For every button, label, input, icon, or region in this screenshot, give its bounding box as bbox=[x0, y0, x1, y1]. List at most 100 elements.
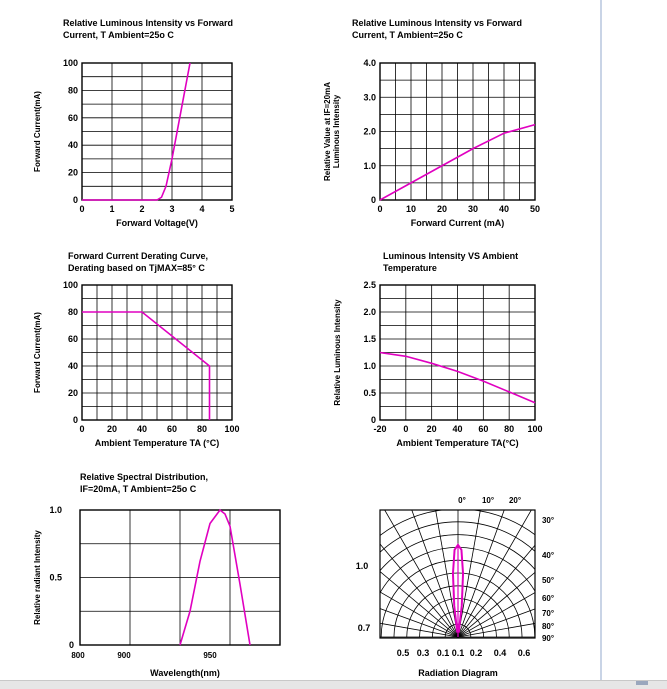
chart-title-line: Luminous Intensity VS Ambient bbox=[383, 251, 518, 261]
x-axis-label: Wavelength(nm) bbox=[150, 668, 220, 678]
angle-label: 70° bbox=[542, 609, 554, 618]
y-tick-label: 60 bbox=[68, 113, 78, 123]
y-tick-label: 0.5 bbox=[49, 573, 62, 583]
y-axis-label: Luminous Intensity bbox=[332, 94, 341, 168]
angle-label: 80° bbox=[542, 622, 554, 631]
x-tick-label: 20 bbox=[437, 204, 447, 214]
x-axis-label: Ambient Temperature TA(°C) bbox=[396, 438, 518, 448]
y-axis-label: Relative Value at IF=20mA bbox=[323, 82, 332, 181]
chart-title-line: Relative Luminous Intensity vs Forward bbox=[63, 18, 233, 28]
series-line bbox=[379, 123, 536, 201]
y-tick-label: 40 bbox=[68, 361, 78, 371]
angle-label: 90° bbox=[542, 634, 554, 643]
polar-spoke bbox=[457, 544, 535, 638]
angle-label: 0° bbox=[458, 496, 466, 505]
y-tick-label: 2.0 bbox=[363, 307, 376, 317]
chart-c5 bbox=[79, 508, 281, 646]
plot-frame bbox=[81, 284, 233, 421]
polar-spoke bbox=[380, 622, 459, 638]
x-tick-label: 10 bbox=[406, 204, 416, 214]
y-tick-label: 3.0 bbox=[363, 92, 376, 102]
polar-spoke bbox=[384, 510, 459, 638]
y-tick-label: 0 bbox=[69, 640, 74, 650]
chart-c4 bbox=[379, 284, 536, 421]
x-tick-label: 80 bbox=[504, 424, 514, 434]
y-tick-label: 80 bbox=[68, 85, 78, 95]
y-tick-label: 20 bbox=[68, 168, 78, 178]
chart-title-line: Temperature bbox=[383, 263, 437, 273]
y-tick-label: 60 bbox=[68, 334, 78, 344]
chart-title-line: Derating based on TjMAX=85° C bbox=[68, 263, 205, 273]
x-tick-label: 900 bbox=[117, 651, 131, 660]
y-tick-label: 0 bbox=[73, 415, 78, 425]
y-tick-label: 4.0 bbox=[363, 58, 376, 68]
radial-scale-label: 0.1 bbox=[437, 648, 450, 658]
x-tick-label: 950 bbox=[203, 651, 217, 660]
x-tick-label: 0 bbox=[403, 424, 408, 434]
x-tick-label: 20 bbox=[427, 424, 437, 434]
plot-frame bbox=[379, 62, 536, 201]
angle-label: 30° bbox=[542, 516, 554, 525]
x-tick-label: 50 bbox=[530, 204, 540, 214]
y-tick-label: 100 bbox=[63, 280, 78, 290]
polar-spoke bbox=[380, 591, 459, 638]
x-tick-label: 40 bbox=[499, 204, 509, 214]
chart-c1 bbox=[81, 62, 233, 201]
polar-frame bbox=[379, 509, 536, 639]
radial-label: 0.7 bbox=[358, 623, 371, 633]
radial-scale-label: 0.4 bbox=[494, 648, 507, 658]
polar-spoke bbox=[435, 510, 459, 638]
y-tick-label: 1.0 bbox=[363, 361, 376, 371]
x-tick-label: 2 bbox=[139, 204, 144, 214]
y-tick-label: 0.5 bbox=[363, 388, 376, 398]
series-line bbox=[179, 508, 251, 646]
x-tick-label: 100 bbox=[224, 424, 239, 434]
polar-spoke bbox=[457, 510, 481, 638]
x-tick-label: 60 bbox=[478, 424, 488, 434]
y-tick-label: 100 bbox=[63, 58, 78, 68]
series-line bbox=[82, 62, 191, 201]
chart-title-line: Current, T Ambient=25o C bbox=[63, 30, 174, 40]
y-tick-label: 0 bbox=[371, 415, 376, 425]
radial-scale-label: 0.1 bbox=[452, 648, 465, 658]
x-tick-label: 30 bbox=[468, 204, 478, 214]
x-axis-label: Radiation Diagram bbox=[418, 668, 498, 678]
angle-label: 60° bbox=[542, 594, 554, 603]
chart-c6 bbox=[379, 509, 536, 639]
x-tick-label: -20 bbox=[373, 424, 386, 434]
x-axis-label: Ambient Temperature TA (°C) bbox=[95, 438, 219, 448]
polar-spoke bbox=[457, 510, 532, 638]
chart-title-line: Forward Current Derating Curve, bbox=[68, 251, 208, 261]
polar-spoke bbox=[380, 571, 459, 638]
polar-spoke bbox=[380, 608, 459, 638]
scroll-thumb[interactable] bbox=[636, 681, 648, 685]
page-border bbox=[600, 0, 602, 680]
x-tick-label: 800 bbox=[71, 651, 85, 660]
chart-c2 bbox=[379, 62, 536, 201]
x-axis-label: Forward Current (mA) bbox=[411, 218, 505, 228]
y-tick-label: 80 bbox=[68, 307, 78, 317]
y-tick-label: 1.0 bbox=[363, 161, 376, 171]
y-axis-label: Relative radiant Intensity bbox=[33, 530, 42, 625]
x-tick-label: 0 bbox=[79, 204, 84, 214]
y-tick-label: 2.5 bbox=[363, 280, 376, 290]
x-tick-label: 4 bbox=[199, 204, 204, 214]
y-axis-label: Relative Luminous Intensity bbox=[333, 299, 342, 406]
y-tick-label: 20 bbox=[68, 388, 78, 398]
chart-title-line: Relative Luminous Intensity vs Forward bbox=[352, 18, 522, 28]
radial-scale-label: 0.6 bbox=[518, 648, 531, 658]
y-tick-label: 0 bbox=[371, 195, 376, 205]
datasheet-page bbox=[0, 0, 600, 680]
x-axis-label: Forward Voltage(V) bbox=[116, 218, 198, 228]
angle-label: 10° bbox=[482, 496, 494, 505]
x-tick-label: 20 bbox=[107, 424, 117, 434]
polar-spoke bbox=[457, 592, 535, 638]
y-tick-label: 2.0 bbox=[363, 127, 376, 137]
series-line bbox=[379, 351, 536, 404]
y-tick-label: 40 bbox=[68, 140, 78, 150]
radial-label: 1.0 bbox=[356, 561, 369, 571]
x-tick-label: 80 bbox=[197, 424, 207, 434]
polar-spoke bbox=[457, 623, 535, 638]
horizontal-scrollbar[interactable] bbox=[0, 680, 667, 689]
angle-label: 20° bbox=[509, 496, 521, 505]
